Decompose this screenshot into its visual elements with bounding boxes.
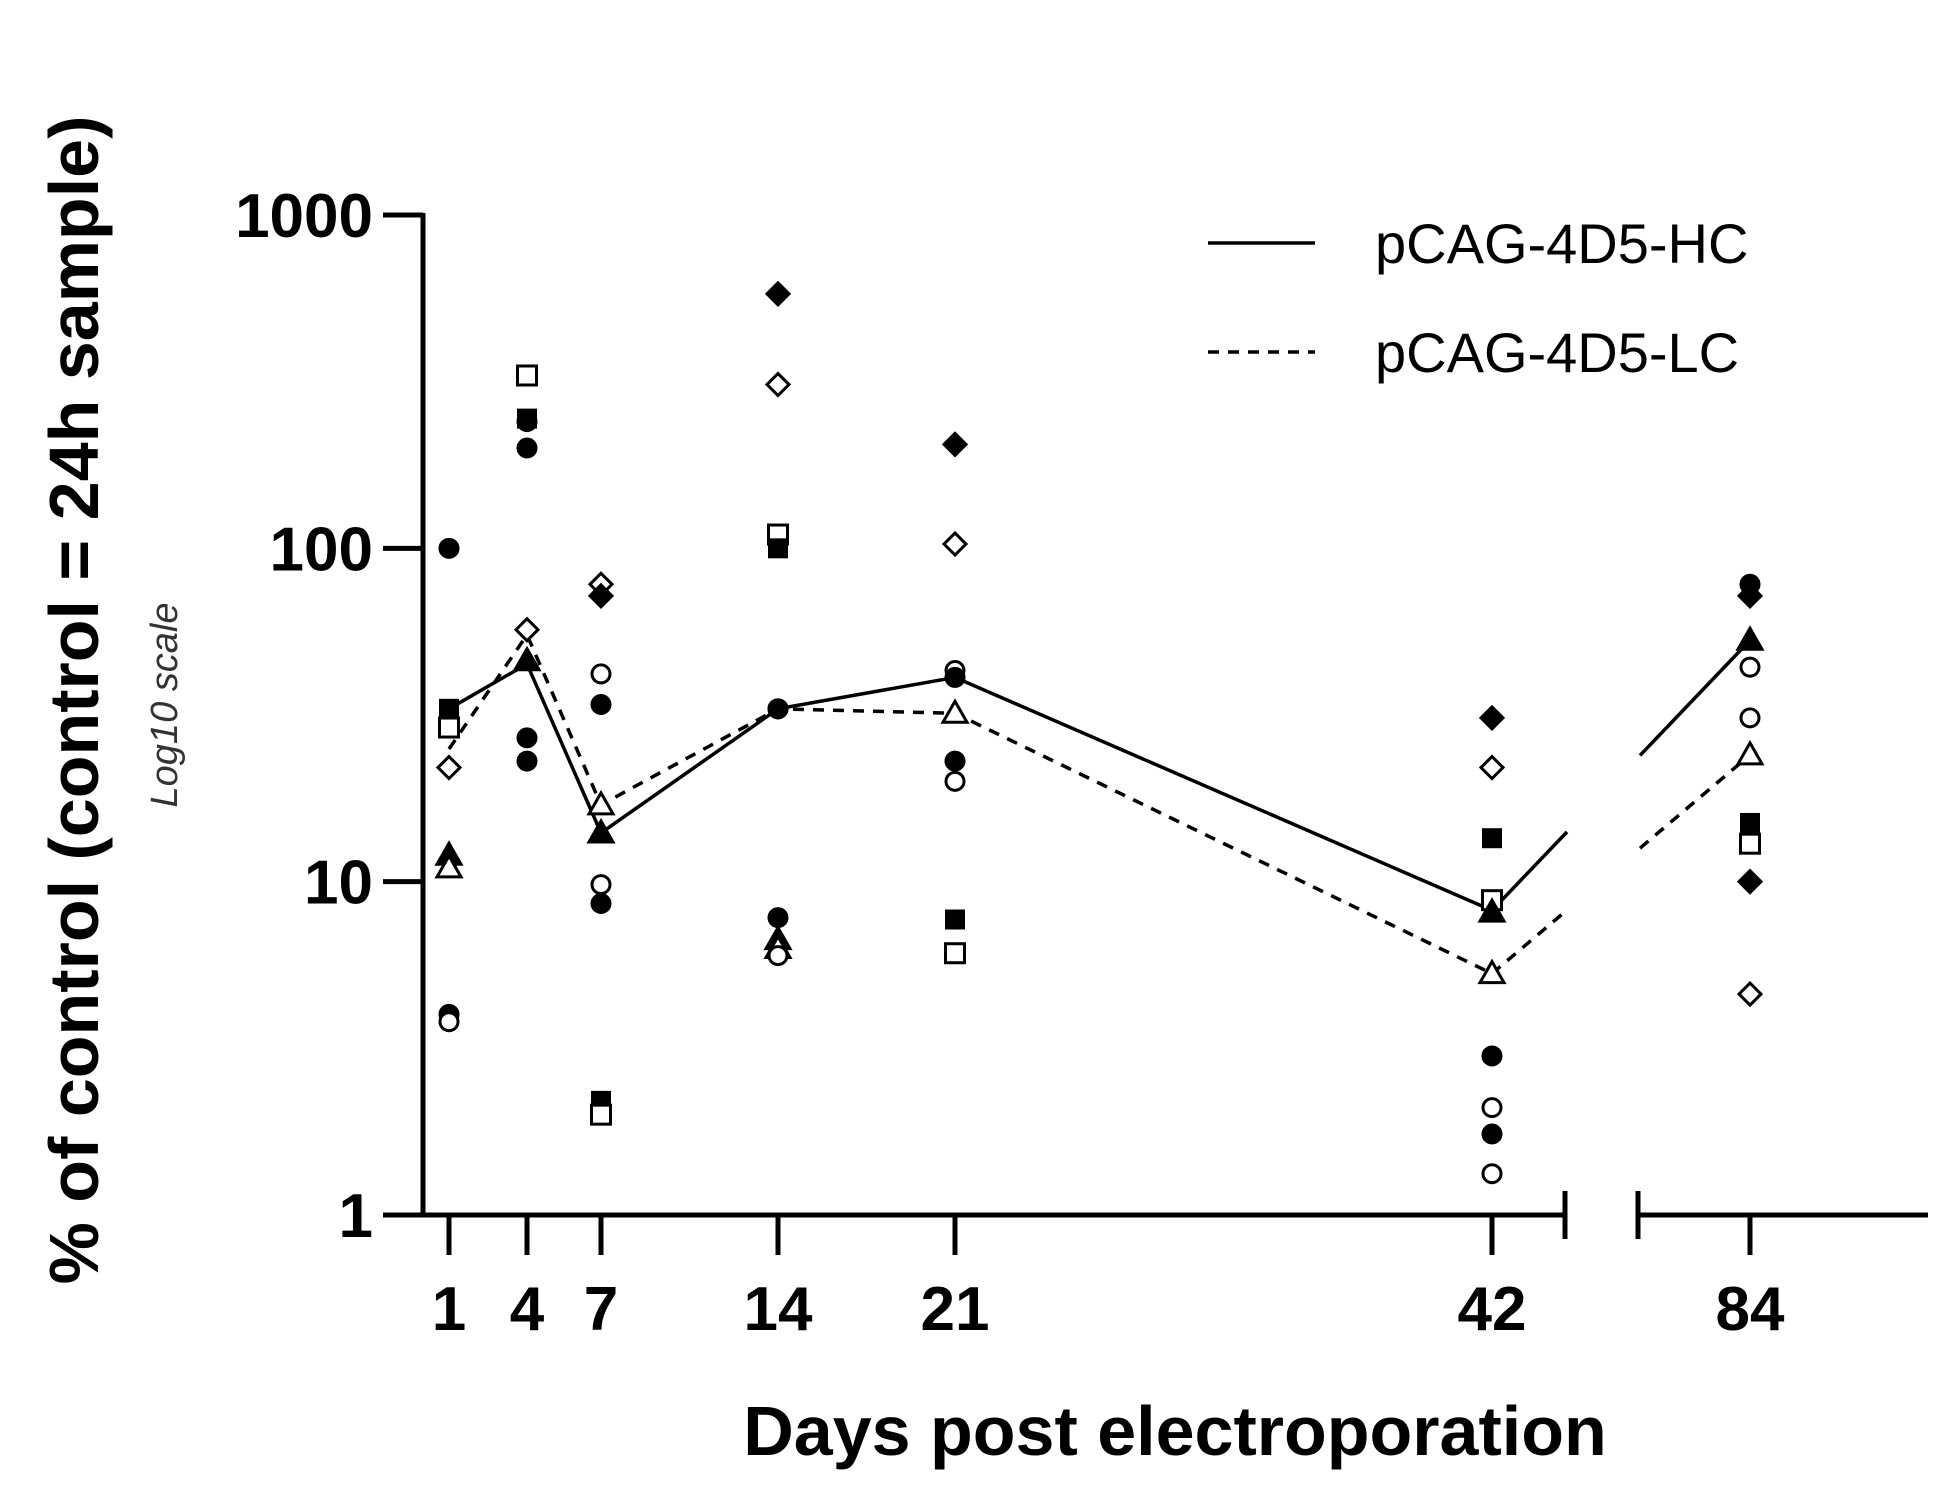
series-line-segment [1490,830,1569,912]
circle-filled-marker [516,727,538,749]
triangle-open-marker [940,698,970,724]
legend: pCAG-4D5-HC pCAG-4D5-LC [1208,212,1748,384]
series-lines [447,631,1752,976]
square-open-marker [516,364,538,387]
circle-filled-marker [590,694,612,716]
x-tick-label: 1 [432,1275,466,1344]
square-filled-marker [945,909,965,930]
circle-open-marker [590,874,612,896]
circle-filled-marker [1481,1123,1503,1145]
triangle-filled-marker [586,817,616,844]
square-open-marker [590,1103,612,1126]
square-filled-marker [439,698,459,719]
triangle-open-marker [1477,958,1507,985]
legend-label-lc: pCAG-4D5-LC [1375,321,1739,384]
series-line-hc [448,661,1493,913]
y-axis-title: % of control (control = 24h sample) [35,116,113,1285]
circle-filled-marker [590,893,612,915]
triangle-filled-marker [1735,625,1765,651]
x-tick-label: 14 [744,1275,813,1344]
diamond-open-marker [764,371,792,398]
diamond-filled-marker [764,280,792,307]
square-filled-marker [1740,812,1760,833]
square-filled-marker [1482,828,1502,849]
x-tick-label: 84 [1716,1275,1785,1344]
square-filled-marker [768,538,788,559]
x-tick-label: 4 [510,1275,545,1344]
diamond-open-marker [1736,980,1764,1008]
x-tick-label: 42 [1458,1275,1527,1344]
legend-label-hc: pCAG-4D5-HC [1375,212,1748,275]
x-tick-label: 21 [921,1275,990,1344]
y-tick-label: 1000 [235,182,373,251]
square-open-marker [438,716,460,739]
triangle-filled-marker [512,645,542,672]
triangle-open-marker [434,852,464,879]
y-tick-label: 10 [304,849,373,918]
diamond-open-marker [513,616,541,643]
data-points [434,280,1765,1185]
circle-filled-marker [516,437,538,459]
series-line-segment [1638,639,1752,757]
circle-filled-marker [944,750,966,772]
x-axis-title: Days post electroporation [743,1392,1607,1470]
y-tick-label: 100 [270,515,373,584]
triangle-filled-marker [1477,897,1507,923]
circle-open-marker [1739,656,1761,678]
circle-filled-marker [767,698,789,720]
diamond-open-marker [1478,754,1506,781]
diamond-open-marker [941,530,969,558]
diamond-open-marker [435,754,463,781]
x-tick-label: 7 [584,1275,618,1344]
series-line-segment [1490,908,1569,975]
circle-filled-marker [516,750,538,772]
diamond-filled-marker [587,582,615,610]
circle-open-marker [1481,1163,1503,1185]
circle-filled-marker [944,666,966,688]
circle-open-marker [1739,707,1761,729]
circle-filled-marker [1481,1045,1503,1067]
circle-filled-marker [767,907,789,929]
axes [383,212,1928,1255]
diamond-filled-marker [941,431,969,458]
triangle-open-marker [586,789,616,816]
y-tick-label: 1 [339,1182,373,1251]
circle-open-marker [944,770,966,792]
series-line-lc [447,631,1493,976]
y-axis-subtitle: Log10 scale [144,603,186,808]
circle-open-marker [438,1011,460,1033]
diamond-filled-marker [1478,704,1506,732]
circle-filled-marker [516,411,538,433]
square-open-marker [1739,832,1761,855]
triangle-open-marker [1735,739,1765,766]
circle-open-marker [590,663,612,685]
circle-filled-marker [438,537,460,559]
circle-open-marker [767,945,789,967]
square-open-marker [944,942,966,965]
circle-open-marker [1481,1097,1503,1119]
diamond-filled-marker [1736,868,1764,895]
diamond-filled-marker [1736,582,1764,610]
series-line-segment [1638,753,1752,850]
